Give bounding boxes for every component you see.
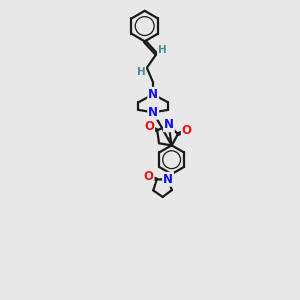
Text: N: N (148, 106, 158, 119)
Text: H: H (136, 67, 145, 76)
Text: H: H (158, 45, 167, 55)
Text: O: O (182, 124, 192, 137)
Text: O: O (144, 170, 154, 183)
Text: N: N (148, 88, 158, 101)
Text: N: N (163, 173, 173, 186)
Text: N: N (164, 118, 174, 131)
Text: O: O (144, 120, 154, 133)
